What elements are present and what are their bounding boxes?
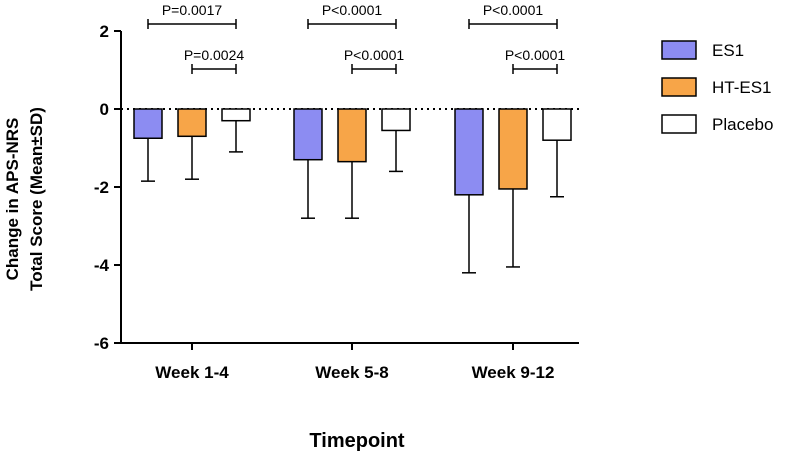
y-tick-label: -6 bbox=[94, 334, 109, 353]
y-tick-label: 0 bbox=[100, 100, 109, 119]
bar-placebo bbox=[221, 108, 251, 122]
error-bars bbox=[141, 120, 564, 274]
p-value-label: P<0.0001 bbox=[505, 47, 566, 63]
x-tick-label: Week 1-4 bbox=[155, 363, 229, 382]
legend-label: HT-ES1 bbox=[712, 78, 772, 97]
bar-placebo bbox=[381, 108, 411, 132]
legend-label: Placebo bbox=[712, 115, 773, 134]
bar-ht-es1 bbox=[498, 108, 528, 190]
bar-ht-es1 bbox=[337, 108, 367, 163]
y-tick-label: 2 bbox=[100, 22, 109, 41]
p-value-label: P=0.0024 bbox=[184, 47, 245, 63]
legend-swatch-es1 bbox=[661, 40, 697, 60]
axes: 2 0 -2 -4 -6 bbox=[94, 22, 579, 353]
x-tick-labels: Week 1-4 Week 5-8 Week 9-12 bbox=[155, 363, 554, 382]
x-tick-label: Week 9-12 bbox=[472, 363, 555, 382]
significance-brackets: P=0.0017 P=0.0024 P<0.0001 P<0.0001 P<0.0001… bbox=[147, 2, 566, 74]
p-value-label: P<0.0001 bbox=[344, 47, 405, 63]
legend: ES1 HT-ES1 Placebo bbox=[661, 40, 773, 134]
bar-ht-es1 bbox=[177, 108, 207, 138]
bar-placebo bbox=[542, 108, 572, 141]
legend-swatch-placebo bbox=[661, 114, 697, 134]
legend-swatch-ht-es1 bbox=[661, 77, 697, 97]
x-axis-title: Timepoint bbox=[309, 430, 405, 452]
bars bbox=[133, 108, 572, 196]
bar-es1 bbox=[133, 108, 163, 139]
y-axis-title-line: Change in APS-NRS bbox=[3, 118, 22, 281]
legend-label: ES1 bbox=[712, 41, 744, 60]
y-axis-title-line: Total Score (Mean±SD) bbox=[27, 107, 46, 291]
p-value-label: P=0.0017 bbox=[162, 2, 223, 18]
y-tick-label: -4 bbox=[94, 256, 110, 275]
p-value-label: P<0.0001 bbox=[483, 2, 544, 18]
y-tick-label: -2 bbox=[94, 178, 109, 197]
x-tick-label: Week 5-8 bbox=[315, 363, 388, 382]
y-axis-title: Change in APS-NRS Total Score (Mean±SD) bbox=[3, 107, 46, 291]
bar-es1 bbox=[293, 108, 323, 161]
bar-es1 bbox=[454, 108, 484, 196]
p-value-label: P<0.0001 bbox=[322, 2, 383, 18]
